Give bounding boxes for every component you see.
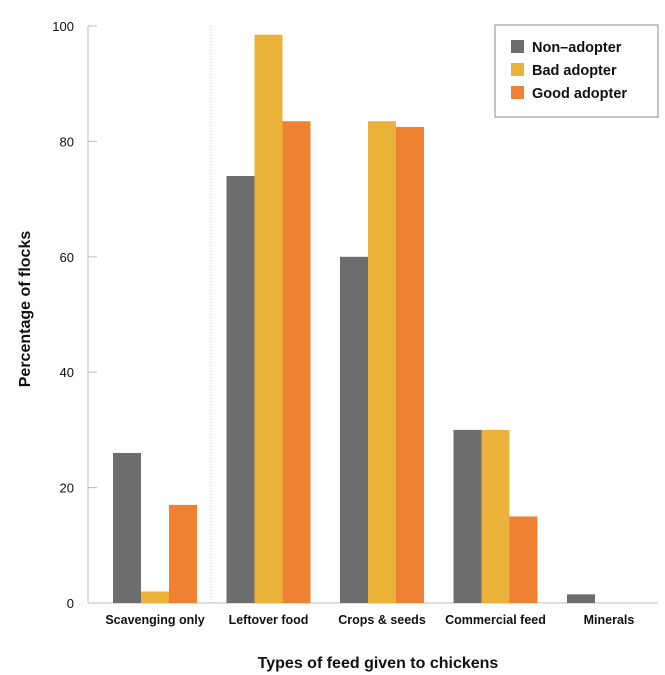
legend-label: Non–adopter — [532, 40, 622, 56]
y-tick-label: 60 — [60, 250, 74, 265]
legend-label: Bad adopter — [532, 63, 617, 79]
bar — [453, 429, 482, 603]
bar — [567, 594, 595, 603]
y-axis-title: Percentage of flocks — [17, 231, 34, 388]
bar — [481, 429, 510, 603]
bar — [396, 126, 424, 603]
y-tick-label: 20 — [60, 481, 74, 496]
bar — [113, 452, 141, 603]
bar — [509, 516, 538, 603]
bar — [226, 176, 255, 603]
x-category-label: Leftover food — [229, 613, 309, 627]
bar — [141, 591, 169, 603]
x-category-label: Commercial feed — [445, 613, 546, 627]
y-axis-ticks: 0 20 40 60 80 100 — [52, 19, 97, 611]
x-axis-category-labels: Scavenging only Leftover food Crops & seed… — [105, 613, 634, 627]
bar — [254, 34, 283, 603]
legend-swatch — [511, 86, 524, 99]
x-category-label: Scavenging only — [105, 613, 204, 627]
bar — [282, 121, 311, 603]
bar — [169, 504, 197, 603]
y-tick-label: 0 — [67, 596, 74, 611]
x-category-label: Crops & seeds — [338, 613, 426, 627]
bars — [113, 34, 595, 603]
legend: Non–adopter Bad adopter Good adopter — [494, 24, 659, 118]
x-axis-title: Types of feed given to chickens — [258, 655, 499, 672]
legend-swatch — [511, 63, 524, 76]
bar — [340, 256, 368, 603]
y-tick-label: 100 — [52, 19, 74, 34]
x-category-label: Minerals — [584, 613, 635, 627]
legend-swatch — [511, 40, 524, 53]
y-tick-label: 80 — [60, 134, 74, 149]
legend-label: Good adopter — [532, 86, 627, 102]
y-tick-label: 40 — [60, 365, 74, 380]
bar — [368, 121, 396, 603]
